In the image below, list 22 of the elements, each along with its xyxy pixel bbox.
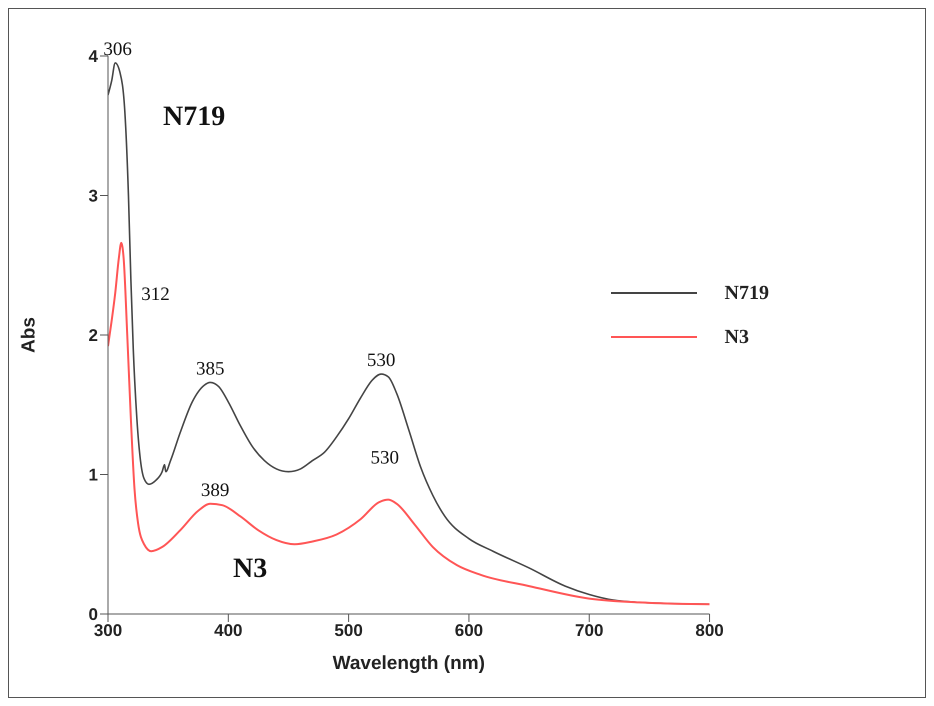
annotation: N719 bbox=[163, 101, 226, 132]
x-axis-title: Wavelength (nm) bbox=[332, 653, 485, 674]
annotation: 530 bbox=[370, 448, 399, 469]
legend-label: N3 bbox=[724, 326, 749, 348]
y-tick-label: 1 bbox=[88, 466, 98, 485]
x-tick-label: 500 bbox=[334, 621, 363, 640]
x-tick-label: 600 bbox=[454, 621, 484, 640]
legend-label: N719 bbox=[724, 282, 769, 304]
y-tick-label: 4 bbox=[88, 47, 99, 66]
annotation: 385 bbox=[196, 358, 225, 380]
x-tick-label: 800 bbox=[695, 621, 724, 640]
y-tick-label: 2 bbox=[88, 326, 98, 346]
x-tick-label: 700 bbox=[575, 621, 604, 640]
annotation: 312 bbox=[141, 284, 170, 305]
annotation: 530 bbox=[366, 350, 396, 372]
y-axis-title: Abs bbox=[18, 317, 40, 353]
y-tick-label: 3 bbox=[88, 186, 98, 206]
annotation: N3 bbox=[233, 553, 268, 584]
line-series bbox=[108, 242, 710, 606]
x-tick-label: 400 bbox=[214, 621, 242, 640]
annotation: 389 bbox=[200, 480, 230, 501]
annotation: 306 bbox=[103, 38, 132, 60]
